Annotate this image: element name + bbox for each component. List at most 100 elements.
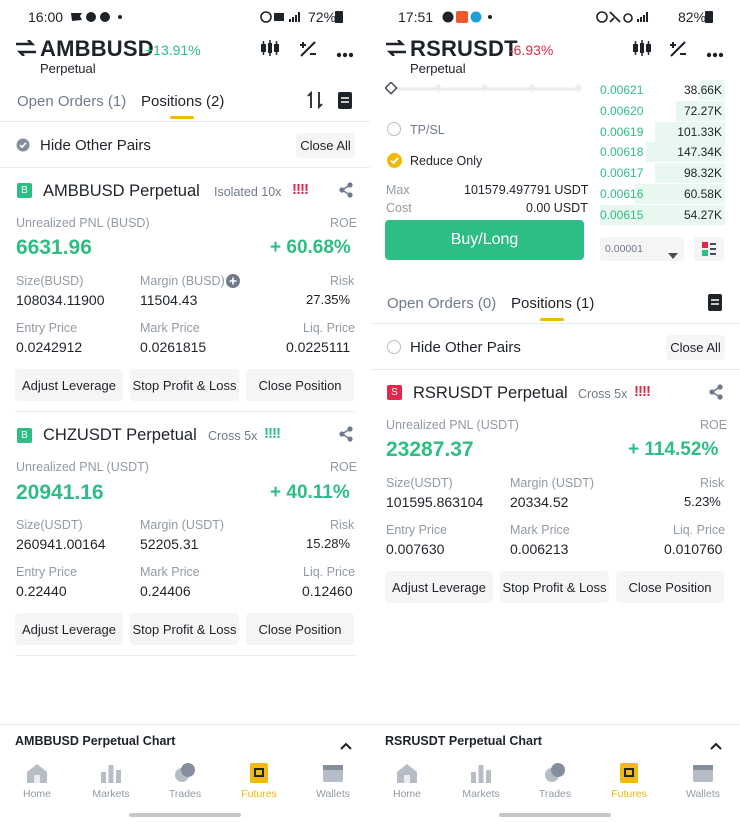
close-position-button[interactable]: Close Position [616, 571, 724, 603]
close-all-button[interactable]: Close All [296, 133, 355, 158]
swap-pairs-icon[interactable] [386, 39, 406, 61]
tpsl-label[interactable]: TP/SL [410, 123, 445, 137]
risk-label: Risk [700, 476, 725, 490]
nav-home[interactable]: Home [0, 762, 74, 800]
close-position-button[interactable]: Close Position [246, 369, 354, 401]
risk-value: 27.35% [306, 292, 351, 307]
orderbook-row[interactable]: 0.00615 54.27K [597, 204, 725, 225]
orderbook-row[interactable]: 0.00616 60.58K [597, 184, 725, 204]
hide-pairs-checkbox[interactable] [387, 340, 401, 354]
mark-price-label: Mark Price [140, 321, 200, 335]
tab-positions[interactable]: Positions (1) [511, 295, 595, 312]
nav-home[interactable]: Home [370, 762, 444, 800]
pair-symbol[interactable]: RSRUSDT [410, 36, 518, 61]
chevron-up-icon[interactable] [710, 737, 722, 755]
orderbook-row[interactable]: 0.00621 38.66K [597, 80, 725, 100]
stop-profit-loss-button[interactable]: Stop Profit & Loss [500, 571, 609, 603]
chart-bar-label[interactable]: RSRUSDT Perpetual Chart [385, 734, 542, 748]
side-badge: B [17, 428, 32, 443]
position-title[interactable]: RSRUSDT Perpetual [413, 384, 568, 402]
position-title[interactable]: AMBBUSD Perpetual [43, 182, 200, 200]
max-label: Max [386, 183, 410, 197]
divider [370, 369, 740, 370]
orderbook-qty: 54.27K [683, 207, 722, 222]
swap-pairs-icon[interactable] [16, 39, 36, 61]
position-title[interactable]: CHZUSDT Perpetual [43, 426, 197, 444]
hide-pairs-checkbox[interactable] [16, 138, 30, 157]
amount-slider[interactable] [384, 81, 585, 101]
nav-futures[interactable]: Futures [222, 762, 296, 800]
nav-markets[interactable]: Markets [444, 762, 518, 800]
liq-price-value: 0.010760 [664, 541, 723, 557]
buy-long-button[interactable]: Buy/Long [385, 220, 584, 260]
candlestick-chart-icon[interactable] [260, 40, 280, 61]
margin-value: 20334.52 [510, 494, 569, 510]
chevron-up-icon[interactable] [340, 737, 352, 755]
roe-label: ROE [330, 216, 358, 230]
futures-icon [620, 763, 638, 783]
sort-icon[interactable] [307, 90, 323, 114]
funding-rate-icon[interactable] [669, 40, 687, 63]
liq-price-label: Liq. Price [303, 321, 356, 335]
tab-open-orders[interactable]: Open Orders (1) [17, 93, 127, 110]
adjust-leverage-button[interactable]: Adjust Leverage [15, 613, 123, 645]
more-options-icon[interactable] [706, 45, 724, 63]
adjust-leverage-button[interactable]: Adjust Leverage [15, 369, 123, 401]
orderbook-layout-button[interactable] [694, 237, 724, 261]
orderbook-qty: 147.34K [677, 145, 722, 160]
nav-home-label: Home [392, 788, 421, 800]
tpsl-checkbox[interactable] [387, 122, 401, 136]
notification-icons [70, 10, 126, 27]
orderbook-row[interactable]: 0.00618 147.34K [597, 142, 725, 163]
precision-select[interactable]: 0.00001 [600, 237, 684, 261]
markets-icon [101, 765, 121, 783]
share-icon[interactable] [708, 384, 724, 405]
reduce-only-checkbox[interactable] [387, 153, 402, 173]
close-position-button[interactable]: Close Position [246, 613, 354, 645]
stop-profit-loss-button[interactable]: Stop Profit & Loss [130, 369, 239, 401]
hide-pairs-label[interactable]: Hide Other Pairs [410, 339, 521, 356]
add-margin-icon[interactable] [226, 274, 240, 293]
orderbook-layout-icon [702, 242, 716, 256]
share-icon[interactable] [338, 426, 354, 447]
orderbook-row[interactable]: 0.00620 72.27K [597, 100, 725, 121]
chevron-down-icon [668, 246, 678, 264]
nav-wallets[interactable]: Wallets [296, 762, 370, 800]
gesture-bar[interactable] [129, 813, 241, 817]
funding-rate-icon[interactable] [299, 40, 317, 63]
pair-symbol[interactable]: AMBBUSD [40, 36, 154, 61]
order-history-icon[interactable] [708, 294, 722, 316]
more-options-icon[interactable] [336, 45, 354, 63]
nav-futures[interactable]: Futures [592, 762, 666, 800]
margin-value: 11504.43 [140, 292, 198, 308]
orderbook-price: 0.00618 [600, 145, 644, 160]
nav-trades[interactable]: Trades [518, 762, 592, 800]
tab-open-orders[interactable]: Open Orders (0) [387, 295, 497, 312]
mark-price-value: 0.24406 [140, 583, 191, 599]
candlestick-chart-icon[interactable] [632, 40, 652, 61]
nav-wallets[interactable]: Wallets [666, 762, 740, 800]
depth-bar [655, 163, 725, 184]
gesture-bar[interactable] [499, 813, 611, 817]
stop-profit-loss-button[interactable]: Stop Profit & Loss [130, 613, 239, 645]
nav-trades[interactable]: Trades [148, 762, 222, 800]
tab-positions[interactable]: Positions (2) [141, 93, 225, 110]
chart-bar[interactable]: RSRUSDT Perpetual Chart [370, 724, 740, 756]
trades-icon [175, 763, 195, 782]
hide-pairs-label[interactable]: Hide Other Pairs [40, 137, 151, 154]
share-icon[interactable] [338, 182, 354, 203]
risk-label: Risk [330, 274, 355, 288]
nav-markets[interactable]: Markets [74, 762, 148, 800]
adl-indicator: !!!! [634, 383, 651, 400]
unrealized-pnl: 6631.96 [16, 236, 92, 259]
reduce-only-label[interactable]: Reduce Only [410, 154, 483, 168]
adjust-leverage-button[interactable]: Adjust Leverage [385, 571, 493, 603]
chart-bar[interactable]: AMBBUSD Perpetual Chart [0, 724, 370, 756]
orderbook-row[interactable]: 0.00617 98.32K [597, 163, 725, 184]
orderbook-row[interactable]: 0.00619 101.33K [597, 121, 725, 142]
chart-bar-label[interactable]: AMBBUSD Perpetual Chart [15, 734, 176, 748]
order-history-icon[interactable] [338, 92, 352, 114]
contract-type: Perpetual [40, 61, 96, 76]
close-all-button[interactable]: Close All [666, 335, 725, 360]
adl-indicator: !!!! [264, 425, 281, 442]
